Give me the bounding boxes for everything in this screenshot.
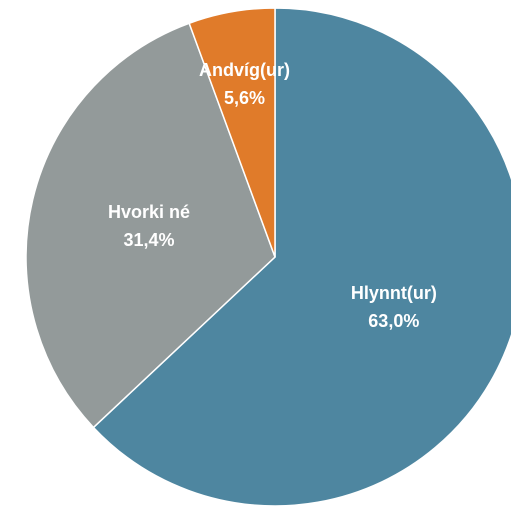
slice-value-label: 5,6% [224,88,265,108]
pie-slice [92,7,511,507]
pie-slice [25,22,276,429]
slice-value-label: 31,4% [123,230,174,250]
slice-category-label: Hlynnt(ur) [351,283,437,303]
pie-slice [188,7,276,258]
slice-category-label: Andvíg(ur) [199,60,290,80]
slice-value-label: 63,0% [368,311,419,331]
slice-category-label: Hvorki né [108,202,190,222]
